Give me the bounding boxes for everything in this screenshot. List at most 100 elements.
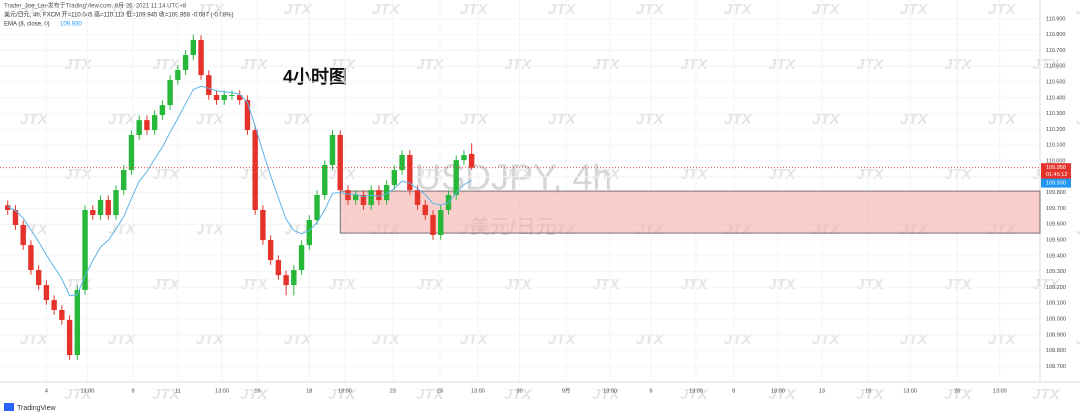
y-tick-label: 110.700 bbox=[1046, 48, 1065, 54]
y-tick-label: 109.700 bbox=[1046, 206, 1066, 212]
stamp: JTX bbox=[460, 111, 489, 128]
brand: TradingView bbox=[17, 405, 56, 412]
candle-body bbox=[399, 155, 405, 171]
x-tick-label: 9月 bbox=[562, 387, 571, 394]
stamp: JTX bbox=[1032, 56, 1061, 73]
y-tick-label: 110.800 bbox=[1046, 32, 1065, 38]
stamp: JTX bbox=[812, 111, 841, 128]
candle-body bbox=[51, 300, 57, 311]
candle-body bbox=[260, 210, 266, 241]
x-tick-label: 23 bbox=[390, 388, 396, 394]
candle-body bbox=[244, 100, 251, 131]
stamp: JTX bbox=[1076, 221, 1080, 238]
stamp: JTX bbox=[20, 331, 49, 348]
stamp: JTX bbox=[108, 1, 137, 18]
stamp: JTX bbox=[416, 386, 445, 403]
y-tick-label: 109.800 bbox=[1046, 190, 1066, 196]
stamp: JTX bbox=[240, 56, 269, 73]
stamp: JTX bbox=[944, 56, 973, 73]
x-tick-label: 13:00 bbox=[771, 388, 785, 394]
candle-body bbox=[414, 190, 421, 205]
candle-body bbox=[136, 120, 142, 135]
ema-legend-value: 109.930 bbox=[60, 22, 82, 28]
candle-body bbox=[20, 225, 26, 246]
candle-body bbox=[329, 134, 336, 165]
stamp: JTX bbox=[196, 221, 225, 238]
stamp: JTX bbox=[152, 166, 181, 183]
stamp: JTX bbox=[196, 331, 225, 348]
candle-body bbox=[5, 205, 11, 211]
candle-body bbox=[167, 79, 173, 106]
candle-body bbox=[422, 204, 428, 216]
candle-body bbox=[337, 134, 343, 191]
candle-body bbox=[159, 105, 166, 116]
y-tick-label: 110.100 bbox=[1046, 143, 1065, 149]
stamp: JTX bbox=[680, 56, 709, 73]
stamp: JTX bbox=[328, 276, 357, 293]
stamp: JTX bbox=[724, 1, 753, 18]
candle-body bbox=[461, 155, 467, 161]
support-zone bbox=[339, 190, 1041, 234]
candle-body bbox=[66, 319, 73, 356]
candle-body bbox=[113, 190, 119, 216]
stamp: JTX bbox=[1076, 111, 1080, 128]
stamp: JTX bbox=[1032, 276, 1061, 293]
y-tick-label: 110.900 bbox=[1046, 16, 1065, 22]
stamp: JTX bbox=[460, 331, 489, 348]
stamp: JTX bbox=[372, 1, 401, 18]
stamp: JTX bbox=[812, 331, 841, 348]
candle-body bbox=[314, 195, 320, 220]
candle-body bbox=[144, 120, 150, 131]
y-tick-label: 109.300 bbox=[1046, 269, 1066, 275]
stamp: JTX bbox=[1076, 1, 1080, 18]
stamp: JTX bbox=[20, 111, 49, 128]
candle-body bbox=[190, 40, 197, 56]
stamp: JTX bbox=[64, 56, 93, 73]
x-tick-label: 8 bbox=[732, 388, 735, 394]
candle-body bbox=[322, 164, 328, 195]
candle-body bbox=[368, 190, 374, 205]
y-tick-label: 108.800 bbox=[1046, 348, 1066, 354]
stamp: JTX bbox=[592, 56, 621, 73]
countdown: 01:45:12 bbox=[1046, 172, 1067, 178]
y-tick-label: 110.600 bbox=[1046, 64, 1065, 70]
price-tag-label: 109.958 bbox=[1046, 165, 1066, 171]
x-tick-label: 13:00 bbox=[338, 388, 352, 394]
stamp: JTX bbox=[856, 56, 885, 73]
x-tick-label: 18 bbox=[306, 388, 312, 394]
stamp: JTX bbox=[812, 1, 841, 18]
x-tick-label: 13:00 bbox=[993, 388, 1007, 394]
candle-body bbox=[105, 200, 111, 216]
x-tick-label: 13:00 bbox=[903, 388, 917, 394]
candle-body bbox=[283, 275, 289, 286]
stamp: JTX bbox=[328, 56, 357, 73]
stamp: JTX bbox=[152, 386, 181, 403]
stamp: JTX bbox=[592, 276, 621, 293]
x-tick-label: 13:00 bbox=[80, 388, 94, 394]
chart-title: 4小时图 bbox=[283, 67, 347, 87]
price-tag bbox=[1041, 163, 1071, 180]
x-tick-label: 15 bbox=[865, 388, 871, 394]
stamp: JTX bbox=[152, 56, 181, 73]
y-tick-label: 109.400 bbox=[1046, 253, 1066, 259]
stamp: JTX bbox=[548, 331, 577, 348]
candle-body bbox=[229, 94, 235, 96]
candle-body bbox=[28, 245, 34, 271]
candle-body bbox=[391, 170, 398, 186]
candle-body bbox=[430, 215, 436, 235]
stamp: JTX bbox=[900, 111, 929, 128]
x-tick-label: 20 bbox=[954, 388, 960, 394]
candle-body bbox=[267, 240, 274, 261]
candle-body bbox=[298, 245, 305, 271]
stamp: JTX bbox=[856, 276, 885, 293]
candle-body bbox=[306, 219, 312, 246]
x-tick-label: 4 bbox=[45, 388, 48, 394]
stamp: JTX bbox=[284, 1, 313, 18]
candle-body bbox=[182, 55, 189, 71]
candle-body bbox=[352, 195, 359, 201]
x-tick-label: 11 bbox=[175, 388, 181, 394]
candle-body bbox=[82, 210, 88, 290]
stamp: JTX bbox=[724, 111, 753, 128]
